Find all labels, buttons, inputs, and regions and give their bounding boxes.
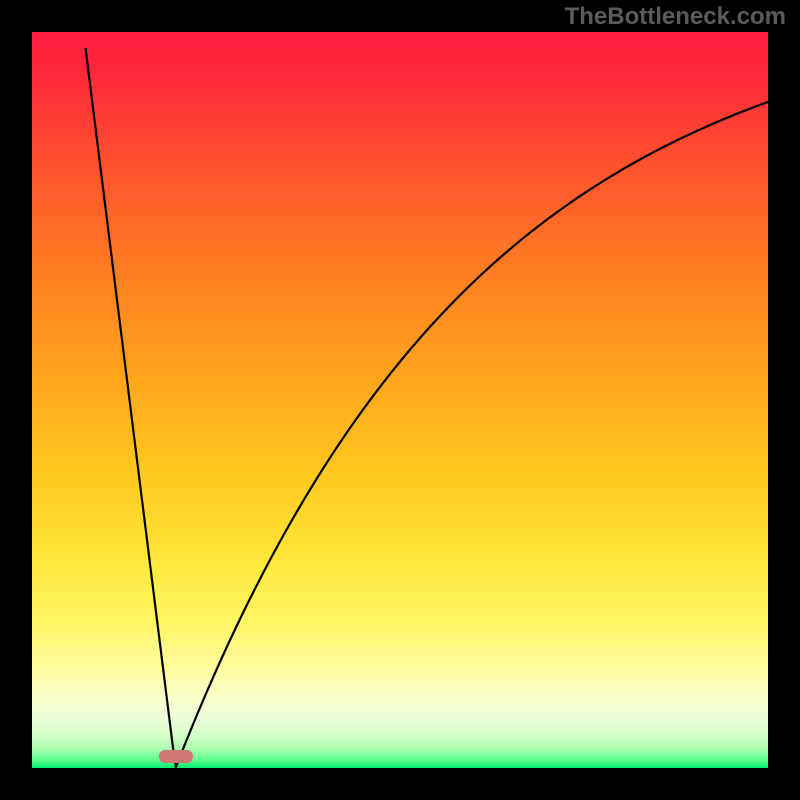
optimal-marker <box>159 750 193 763</box>
chart-frame: TheBottleneck.com <box>0 0 800 800</box>
plot-area <box>32 32 768 768</box>
bottleneck-curve <box>32 32 768 768</box>
watermark-text: TheBottleneck.com <box>565 3 786 31</box>
